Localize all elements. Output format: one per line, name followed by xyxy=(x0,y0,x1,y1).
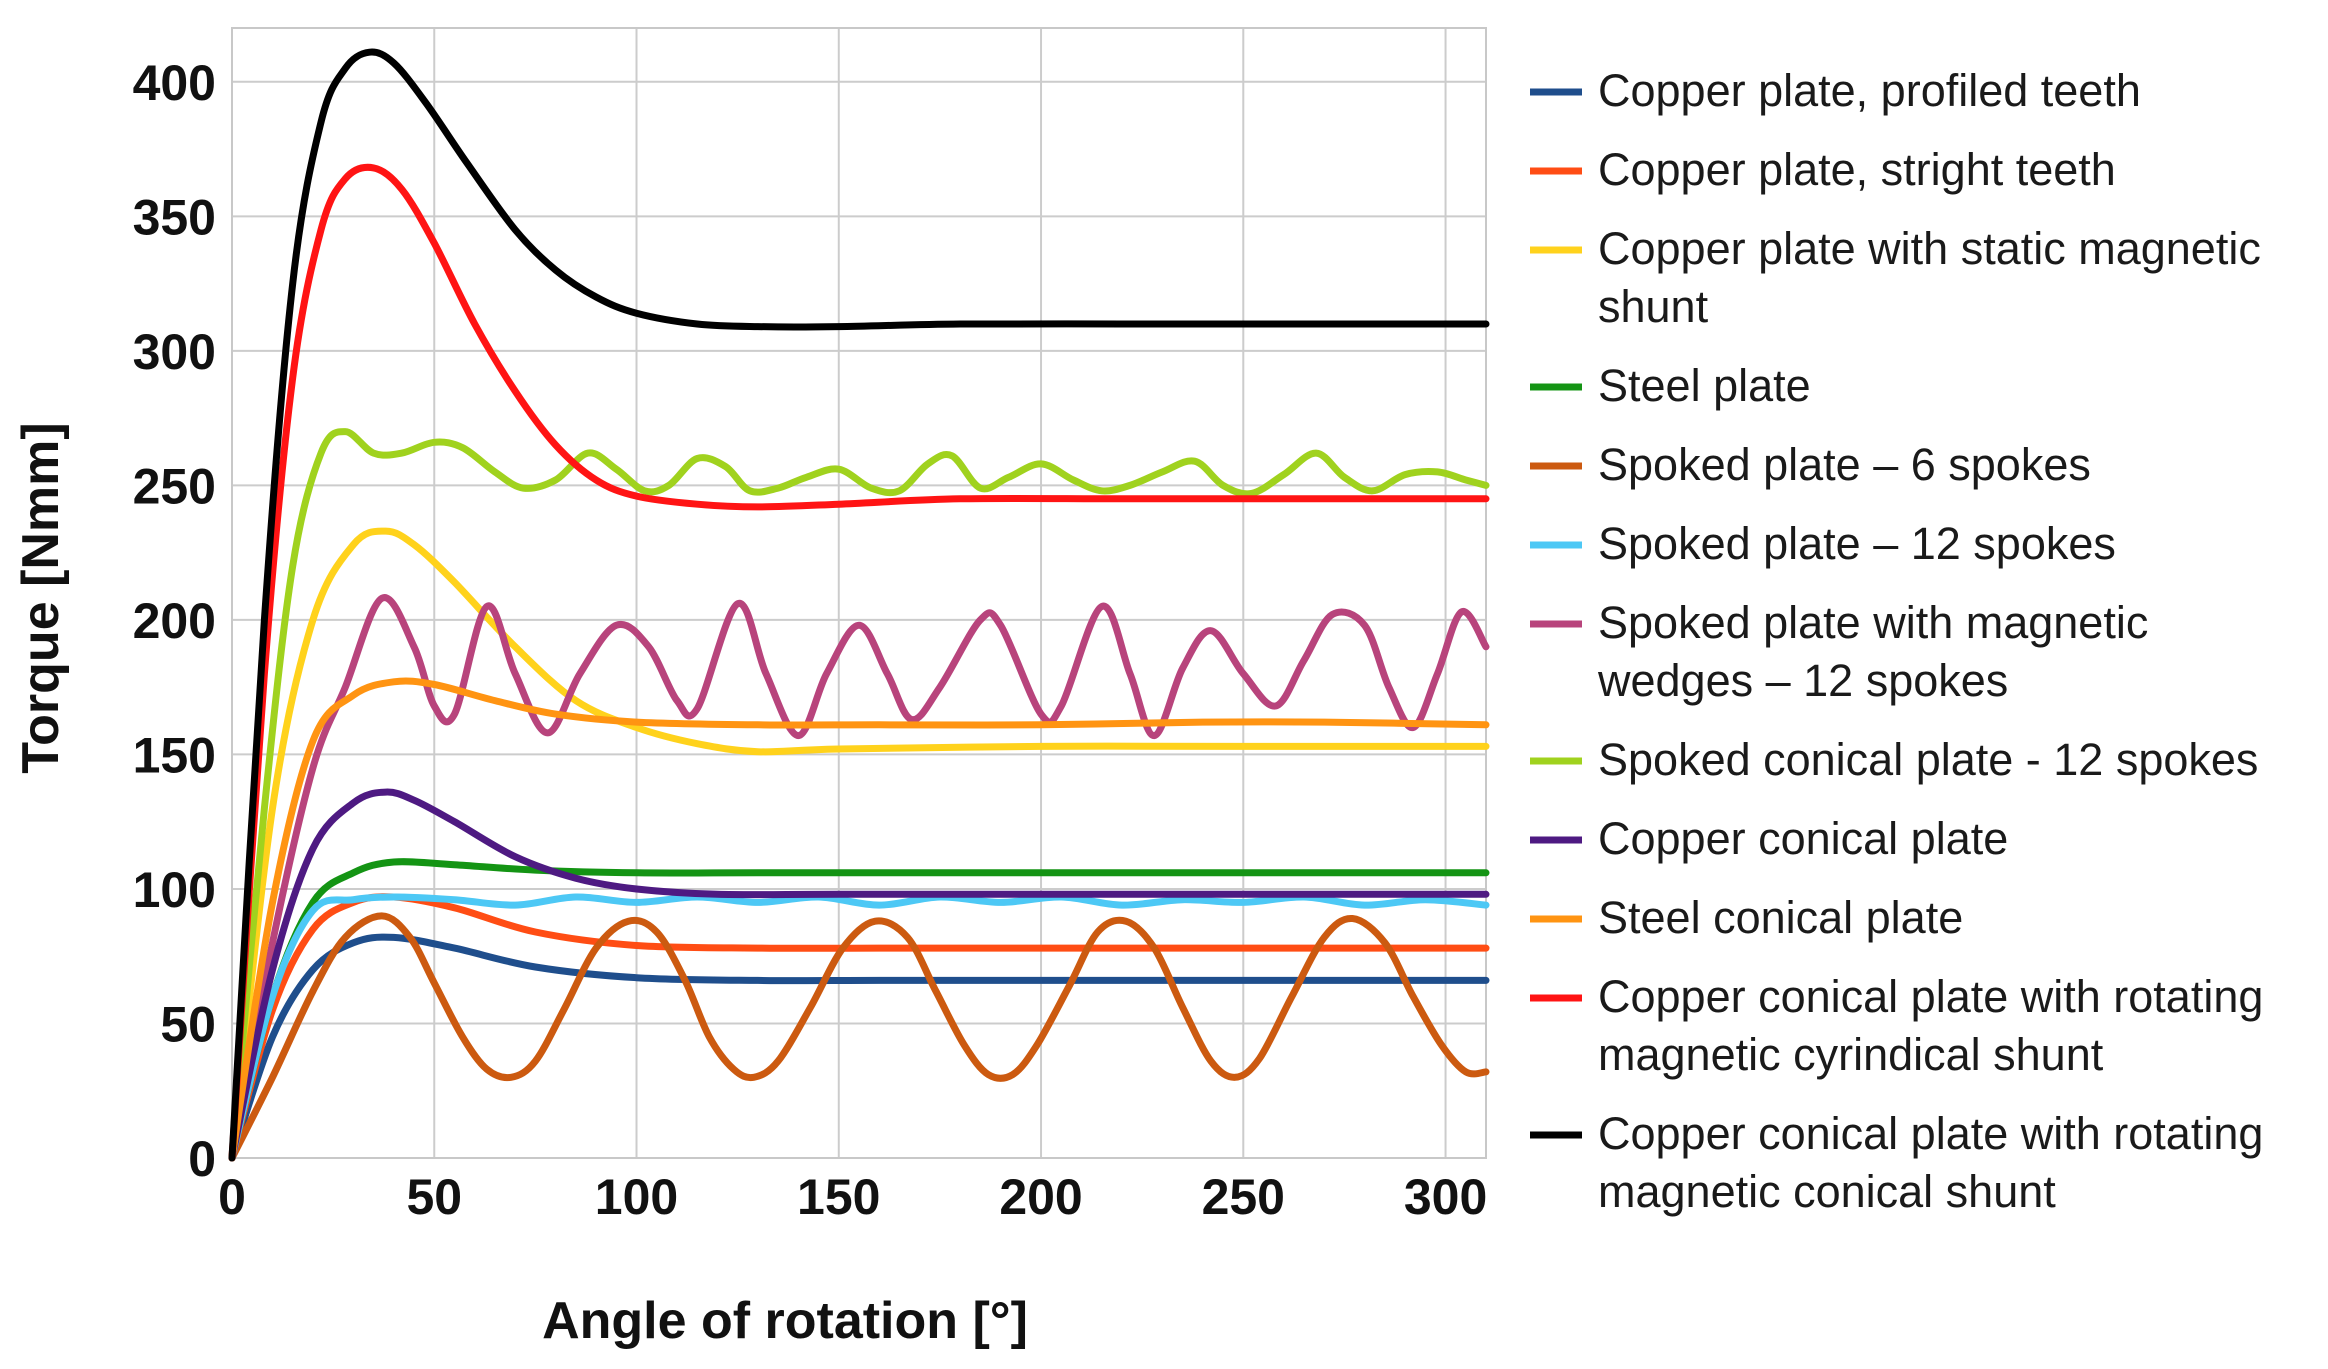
x-tick-label: 200 xyxy=(999,1169,1082,1225)
x-tick-label: 300 xyxy=(1404,1169,1487,1225)
legend-label: Spoked plate – 12 spokes xyxy=(1598,518,2116,569)
series-group xyxy=(228,48,1490,1162)
series-line-1 xyxy=(228,933,1490,1162)
series-line-10 xyxy=(228,677,1490,1162)
legend-label: magnetic conical shunt xyxy=(1598,1166,2056,1217)
legend-label: Copper conical plate with rotating xyxy=(1598,971,2263,1022)
series-line-2 xyxy=(228,893,1490,1162)
x-tick-label: 50 xyxy=(406,1169,462,1225)
legend-label: Spoked plate – 6 spokes xyxy=(1598,439,2091,490)
y-tick-label: 300 xyxy=(133,324,216,380)
x-tick-label: 150 xyxy=(797,1169,880,1225)
series-line-6 xyxy=(228,893,1490,1162)
legend-label: Copper conical plate xyxy=(1598,813,2008,864)
legend-item-8: Spoked conical plate - 12 spokes xyxy=(1530,734,2258,785)
legend-label: wedges – 12 spokes xyxy=(1597,655,2008,706)
series-line-8 xyxy=(228,428,1490,1162)
series-line-12 xyxy=(228,48,1490,1162)
legend-item-10: Steel conical plate xyxy=(1530,892,1963,943)
y-tick-label: 400 xyxy=(133,55,216,111)
legend-item-9: Copper conical plate xyxy=(1530,813,2008,864)
tick-labels: 0 50 100 150 200 250 300 0 50 100 150 200 250 300 350 4… xyxy=(133,55,1488,1225)
legend-label: Steel plate xyxy=(1598,360,1811,411)
legend-item-7: Spoked plate with magnetic wedges – 12 sp… xyxy=(1530,597,2148,706)
legend-item-11: Copper conical plate with rotating magnet… xyxy=(1530,971,2263,1080)
legend-label: magnetic cyrindical shunt xyxy=(1598,1029,2104,1080)
legend-item-2: Copper plate, stright teeth xyxy=(1530,144,2116,195)
y-tick-label: 100 xyxy=(133,862,216,918)
legend-item-3: Copper plate with static magnetic shunt xyxy=(1530,223,2261,332)
y-tick-label: 350 xyxy=(133,189,216,245)
legend-item-4: Steel plate xyxy=(1530,360,1811,411)
y-tick-label: 50 xyxy=(160,996,216,1052)
series-line-9 xyxy=(228,788,1490,1162)
x-tick-label: 0 xyxy=(218,1169,246,1225)
x-tick-label: 100 xyxy=(595,1169,678,1225)
legend-label: Spoked plate with magnetic xyxy=(1598,597,2148,648)
legend-item-6: Spoked plate – 12 spokes xyxy=(1530,518,2116,569)
series-line-7 xyxy=(228,594,1490,1162)
plot-area-frame xyxy=(231,27,1487,1159)
series-line-11 xyxy=(228,163,1490,1162)
legend-label: Copper plate, stright teeth xyxy=(1598,144,2116,195)
legend: Copper plate, profiled teeth Copper plate… xyxy=(1530,65,2263,1217)
y-tick-label: 150 xyxy=(133,727,216,783)
legend-label: Spoked conical plate - 12 spokes xyxy=(1598,734,2258,785)
y-tick-label: 0 xyxy=(188,1131,216,1187)
legend-item-12: Copper conical plate with rotating magnet… xyxy=(1530,1108,2263,1217)
y-axis-title: Torque [Nmm] xyxy=(12,422,70,773)
x-axis-title: Angle of rotation [°] xyxy=(542,1292,1028,1350)
legend-item-1: Copper plate, profiled teeth xyxy=(1530,65,2141,116)
legend-item-5: Spoked plate – 6 spokes xyxy=(1530,439,2091,490)
legend-label: Copper plate, profiled teeth xyxy=(1598,65,2141,116)
y-tick-label: 200 xyxy=(133,593,216,649)
series-line-3 xyxy=(228,527,1490,1162)
legend-label: Steel conical plate xyxy=(1598,892,1963,943)
legend-label: Copper plate with static magnetic xyxy=(1598,223,2261,274)
legend-label: shunt xyxy=(1598,281,1709,332)
y-tick-label: 250 xyxy=(133,458,216,514)
x-tick-label: 250 xyxy=(1202,1169,1285,1225)
series-line-5 xyxy=(228,912,1490,1162)
legend-label: Copper conical plate with rotating xyxy=(1598,1108,2263,1159)
